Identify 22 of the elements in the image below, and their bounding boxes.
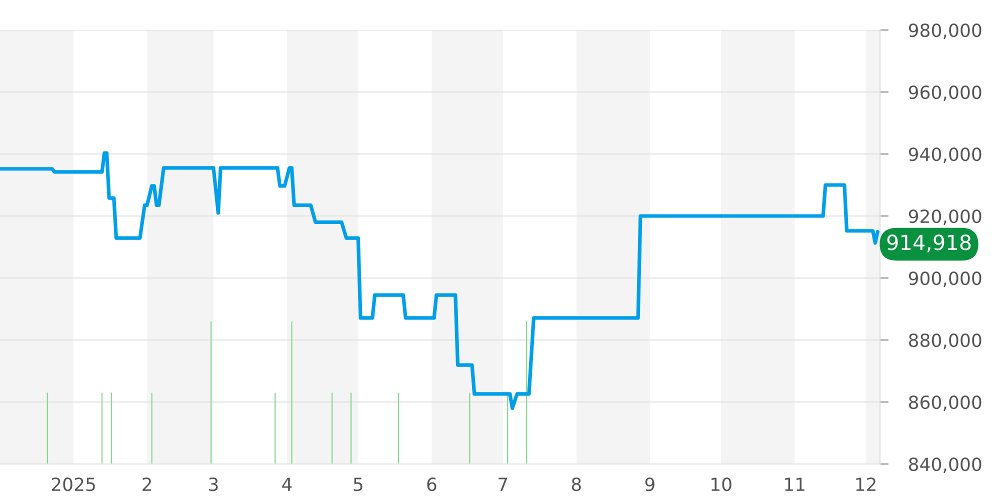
x-tick-label: 11: [785, 478, 804, 491]
y-tick-label: 980,000: [908, 23, 982, 39]
x-tick-label: 2: [142, 478, 151, 491]
x-tick-label: 5: [354, 478, 362, 492]
x-tick-label: 7: [498, 478, 508, 491]
x-tick-label: 12: [856, 478, 876, 491]
line-series: [0, 151, 880, 410]
y-tick-label: 920,000: [908, 209, 982, 225]
x-tick-label: 10: [712, 478, 732, 492]
x-tick-label: 2025: [52, 478, 95, 492]
y-tick-label: 860,000: [909, 395, 982, 411]
x-tick-label: 4: [282, 478, 292, 491]
y-tick-label: 840,000: [909, 457, 982, 473]
x-tick-label: 3: [209, 478, 218, 492]
y-tick-label: 940,000: [908, 147, 982, 163]
x-tick-label: 8: [572, 478, 581, 492]
y-tick-label: 900,000: [908, 271, 982, 287]
y-tick-label: 960,000: [908, 85, 982, 101]
x-tick-label: 6: [427, 478, 436, 492]
x-tick-label: 9: [645, 478, 654, 492]
annotation: 914,918: [887, 234, 971, 252]
y-tick-label: 880,000: [909, 333, 982, 349]
